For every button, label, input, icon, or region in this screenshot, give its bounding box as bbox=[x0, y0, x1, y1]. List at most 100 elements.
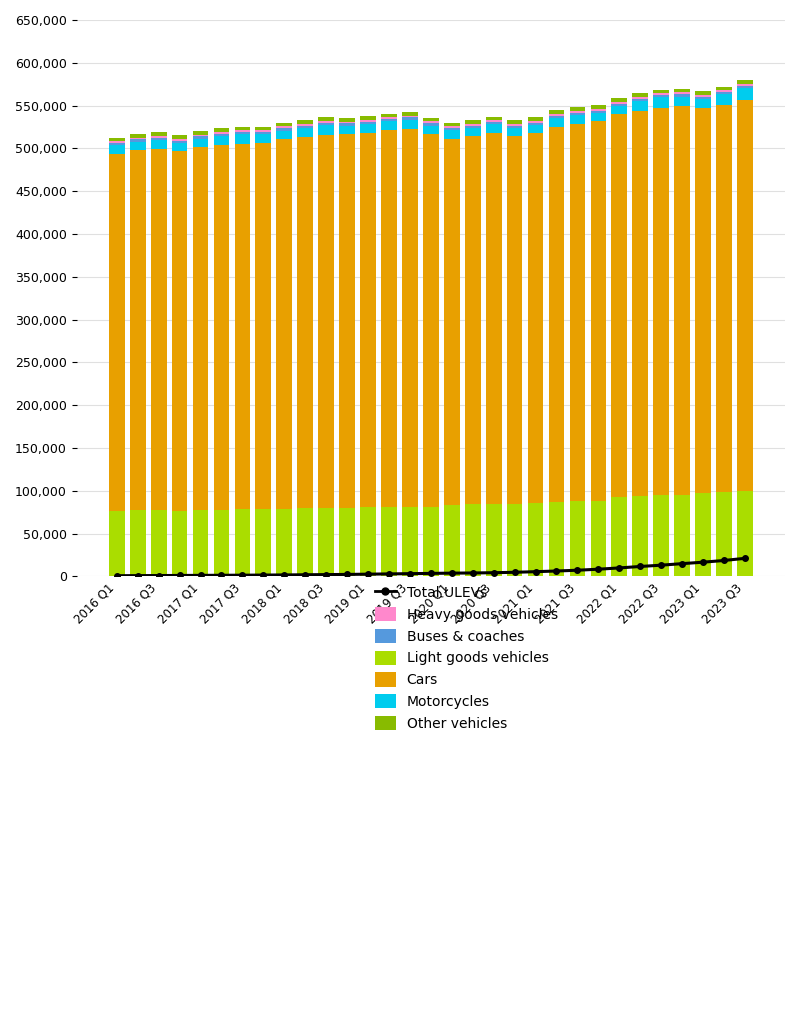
Bar bbox=[590, 113, 606, 121]
Bar bbox=[255, 126, 271, 130]
Bar bbox=[486, 117, 502, 120]
Total ULEVs bbox=[342, 568, 352, 580]
Bar bbox=[737, 84, 753, 85]
Bar bbox=[674, 495, 690, 576]
Bar bbox=[193, 137, 208, 139]
Bar bbox=[444, 126, 460, 128]
Bar bbox=[633, 99, 648, 102]
Total ULEVs bbox=[363, 568, 373, 580]
Bar bbox=[214, 145, 230, 509]
Bar bbox=[402, 112, 418, 115]
Bar bbox=[674, 94, 690, 97]
Bar bbox=[737, 80, 753, 84]
Bar bbox=[528, 134, 543, 503]
Bar bbox=[611, 102, 627, 104]
Bar bbox=[465, 120, 481, 123]
Bar bbox=[737, 85, 753, 88]
Bar bbox=[486, 122, 502, 124]
Total ULEVs bbox=[279, 569, 289, 581]
Total ULEVs bbox=[154, 569, 163, 581]
Total ULEVs bbox=[405, 568, 414, 580]
Bar bbox=[486, 503, 502, 576]
Bar bbox=[633, 102, 648, 111]
Bar bbox=[570, 115, 586, 124]
Bar bbox=[193, 510, 208, 576]
Bar bbox=[590, 111, 606, 113]
Bar bbox=[674, 88, 690, 92]
Bar bbox=[465, 136, 481, 504]
Bar bbox=[339, 507, 355, 576]
Bar bbox=[423, 507, 438, 576]
Bar bbox=[130, 138, 146, 140]
Total ULEVs bbox=[698, 556, 708, 568]
Bar bbox=[214, 509, 230, 576]
Bar bbox=[716, 90, 732, 92]
Bar bbox=[360, 122, 376, 124]
Bar bbox=[654, 96, 669, 98]
Bar bbox=[318, 507, 334, 576]
Bar bbox=[298, 127, 313, 137]
Bar bbox=[486, 132, 502, 503]
Bar bbox=[695, 97, 711, 99]
Bar bbox=[695, 493, 711, 576]
Bar bbox=[130, 142, 146, 150]
Bar bbox=[130, 140, 146, 142]
Bar bbox=[549, 118, 564, 127]
Bar bbox=[737, 88, 753, 101]
Total ULEVs bbox=[468, 567, 478, 579]
Bar bbox=[234, 126, 250, 130]
Bar bbox=[360, 507, 376, 576]
Total ULEVs bbox=[635, 561, 645, 573]
Total ULEVs bbox=[614, 562, 624, 574]
Bar bbox=[444, 130, 460, 139]
Bar bbox=[506, 125, 522, 127]
Line: Total ULEVs: Total ULEVs bbox=[114, 556, 748, 578]
Bar bbox=[695, 99, 711, 108]
Bar bbox=[150, 140, 166, 149]
Bar bbox=[193, 135, 208, 137]
Total ULEVs bbox=[112, 570, 122, 582]
Bar bbox=[339, 125, 355, 135]
Bar bbox=[654, 495, 669, 576]
Bar bbox=[402, 120, 418, 129]
Bar bbox=[737, 491, 753, 576]
Total ULEVs bbox=[552, 565, 562, 577]
Total ULEVs bbox=[530, 566, 540, 578]
Bar bbox=[570, 124, 586, 501]
Bar bbox=[298, 125, 313, 127]
Bar bbox=[255, 143, 271, 509]
Bar bbox=[402, 115, 418, 117]
Total ULEVs bbox=[238, 569, 247, 581]
Bar bbox=[214, 134, 230, 136]
Bar bbox=[214, 136, 230, 145]
Bar bbox=[172, 136, 187, 139]
Bar bbox=[360, 116, 376, 120]
Bar bbox=[716, 92, 732, 94]
Bar bbox=[255, 135, 271, 143]
Bar bbox=[506, 136, 522, 504]
Bar bbox=[654, 93, 669, 96]
Bar bbox=[528, 121, 543, 123]
Total ULEVs bbox=[174, 569, 184, 581]
Total ULEVs bbox=[322, 568, 331, 580]
Bar bbox=[193, 139, 208, 147]
Bar bbox=[130, 150, 146, 510]
Bar bbox=[150, 149, 166, 510]
Bar bbox=[465, 504, 481, 576]
Bar bbox=[172, 141, 187, 143]
Bar bbox=[339, 135, 355, 507]
Bar bbox=[506, 120, 522, 123]
Bar bbox=[172, 151, 187, 510]
Total ULEVs bbox=[573, 564, 582, 576]
Bar bbox=[549, 116, 564, 118]
Bar bbox=[339, 118, 355, 121]
Bar bbox=[339, 123, 355, 125]
Total ULEVs bbox=[489, 567, 498, 579]
Bar bbox=[402, 129, 418, 506]
Bar bbox=[109, 511, 125, 576]
Bar bbox=[423, 118, 438, 121]
Bar bbox=[611, 106, 627, 114]
Bar bbox=[590, 121, 606, 500]
Bar bbox=[674, 92, 690, 94]
Total ULEVs bbox=[740, 553, 750, 565]
